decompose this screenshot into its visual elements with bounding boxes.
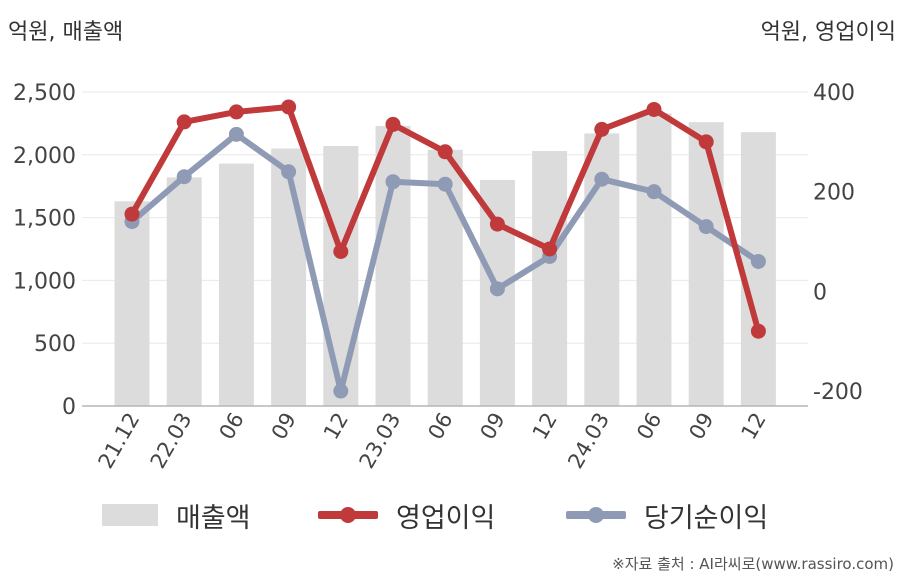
x-tick-label: 12 [319,409,353,444]
net-income-point [698,219,714,235]
right-tick-label: -200 [813,380,863,405]
left-axis-ticks: 0 500 1,000 1,500 2,000 2,500 [13,81,76,420]
source-note: ※자료 출처 : AI라씨로(www.rassiro.com) [612,555,894,573]
net-income-point [385,174,401,190]
x-tick-label: 09 [684,409,718,444]
combo-chart: 0 500 1,000 1,500 2,000 2,500 -200 0 200 400 21.… [13,81,863,473]
operating-profit-point [646,101,662,117]
revenue-bar [740,132,776,406]
operating-profit-point [437,144,453,160]
x-tick-label: 22.03 [146,409,197,473]
revenue-bar [532,151,568,406]
left-tick-label: 1,500 [13,207,76,232]
x-tick-label: 12 [528,409,562,444]
x-tick-label: 09 [476,409,510,444]
revenue-bar [427,149,463,406]
operating-profit-point [489,216,505,232]
legend-label-revenue: 매출액 [176,502,251,534]
left-tick-label: 2,500 [13,81,76,106]
right-tick-label: 0 [813,280,827,305]
right-axis-ticks: -200 0 200 400 [813,81,863,405]
right-tick-label: 400 [813,81,855,106]
left-tick-label: 0 [62,395,76,420]
legend-item-net-income: 당기순이익 [566,492,768,538]
net-income-point [489,281,505,297]
legend: 매출액 영업이익 당기순이익 [0,492,908,538]
net-income-point [646,184,662,200]
x-tick-label: 21.12 [93,409,144,473]
revenue-bar [218,163,254,406]
legend-item-revenue: 매출액 [102,492,251,538]
revenue-bar [114,201,150,406]
legend-label-operating-profit: 영업이익 [396,502,496,534]
left-tick-label: 1,000 [13,269,76,294]
x-tick-label: 06 [215,409,249,444]
revenue-bar [636,113,672,407]
net-income-point [228,126,244,142]
x-tick-label: 06 [632,409,666,444]
operating-profit-point [333,243,349,259]
revenue-bar [688,122,724,407]
x-tick-label: 12 [737,409,771,444]
left-axis-unit: 억원, 매출액 [8,20,124,45]
operating-profit-point [124,206,140,222]
x-tick-label: 23.03 [354,409,405,473]
operating-profit-point [698,134,714,150]
revenue-bar [375,125,411,407]
net-income-point [333,383,349,399]
legend-swatch-net-income [566,504,626,526]
right-tick-label: 200 [813,181,855,206]
revenue-bars [114,113,776,407]
net-income-point [750,253,766,269]
net-income-point [437,176,453,192]
legend-label-net-income: 당기순이익 [644,502,769,534]
x-tick-label: 06 [423,409,457,444]
x-tick-label: 24.03 [563,409,614,473]
left-tick-label: 500 [34,332,76,357]
legend-swatch-revenue [102,504,158,526]
revenue-bar [166,177,202,406]
legend-item-operating-profit: 영업이익 [318,492,495,538]
legend-swatch-operating-profit [318,504,378,526]
operating-profit-point [385,116,401,132]
x-tick-label: 09 [267,409,301,444]
revenue-bar [271,148,307,406]
right-axis-unit: 억원, 영업이익 [760,20,896,45]
operating-profit-point [594,121,610,137]
operating-profit-point [542,241,558,257]
x-axis-ticks: 21.12 22.03 06 09 12 23.03 06 09 12 24.03 06 09 12 [93,409,770,473]
operating-profit-point [750,323,766,339]
net-income-point [281,164,297,180]
profit-lines [124,99,766,399]
operating-profit-point [228,104,244,120]
revenue-bar [323,146,359,406]
operating-profit-point [281,99,297,115]
left-tick-label: 2,000 [13,144,76,169]
net-income-point [176,169,192,185]
net-income-point [594,171,610,187]
operating-profit-point [176,114,192,130]
